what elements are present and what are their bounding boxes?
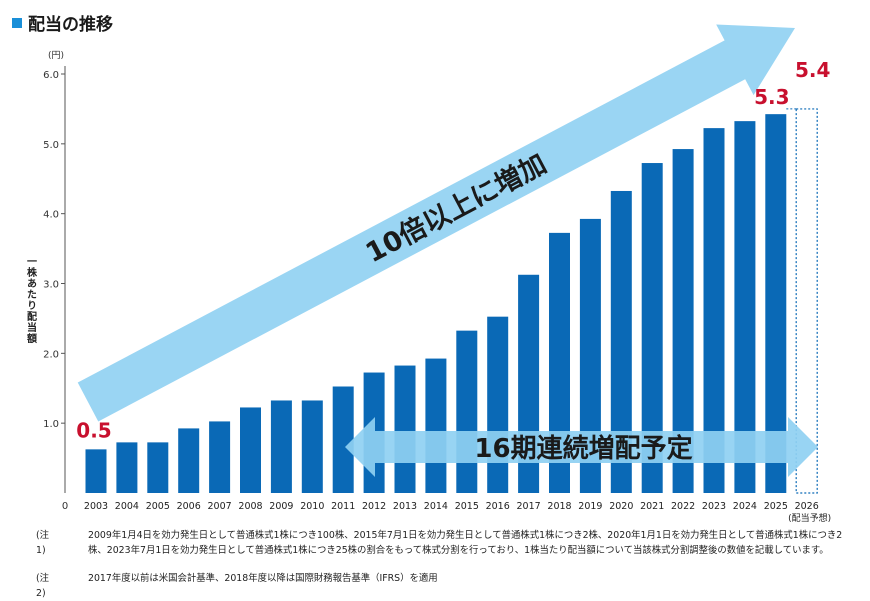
x-tick-label: 2025 xyxy=(764,501,788,512)
span-arrow-shape xyxy=(345,417,818,477)
bar xyxy=(610,190,632,494)
bar xyxy=(301,400,323,493)
y-tick-label: 5.0 xyxy=(43,140,59,151)
data-label: 0.5 xyxy=(76,418,111,442)
x-tick-label: 2018 xyxy=(547,501,571,512)
x-tick-label: 2008 xyxy=(238,501,262,512)
y-tick-label: 0 xyxy=(62,501,68,512)
x-tick-label: 2017 xyxy=(517,501,541,512)
title-marker-icon xyxy=(12,17,22,28)
x-tick-label: 2003 xyxy=(84,501,108,512)
bar xyxy=(85,449,107,493)
bar xyxy=(765,114,787,493)
x-tick-label: 2010 xyxy=(300,501,324,512)
x-tick-label: 2022 xyxy=(671,501,695,512)
page-title-text: 配当の推移 xyxy=(28,15,113,35)
bar xyxy=(549,232,570,493)
bar xyxy=(487,316,509,493)
y-tick-label: 1.0 xyxy=(43,419,59,430)
x-tick-label: 2009 xyxy=(269,501,293,512)
bar xyxy=(456,330,478,493)
forecast-bar xyxy=(795,108,818,494)
bar xyxy=(147,442,169,493)
x-tick-label: 2012 xyxy=(362,501,386,512)
page-title: 配当の推移 xyxy=(12,10,113,35)
span-arrow-label: 16期連続増配予定 xyxy=(474,433,692,464)
x-tick-label: 2016 xyxy=(486,501,510,512)
note-2-label: (注2) xyxy=(36,573,50,599)
x-tick-label: 2013 xyxy=(393,501,417,512)
bar xyxy=(734,121,756,493)
x-tick-label: 2004 xyxy=(115,501,139,512)
bar xyxy=(240,407,261,493)
bar xyxy=(209,421,231,493)
x-tick-label: 2011 xyxy=(331,501,355,512)
x-tick-label: 2020 xyxy=(609,501,633,512)
forecast-note: (配当予想) xyxy=(788,512,831,524)
bar xyxy=(394,365,416,493)
bar xyxy=(425,358,447,493)
y-tick-label: 3.0 xyxy=(43,280,59,291)
bar xyxy=(270,400,292,493)
y-tick-label: 4.0 xyxy=(43,210,59,221)
x-tick-label: 2005 xyxy=(146,501,170,512)
note-2-text: 2017年度以前は米国会計基準、2018年度以降は国際財務報告基準（IFRS）を… xyxy=(88,573,438,584)
dividend-bar-chart: 10倍以上に増加 01.02.03.04.05.06.0(円)一株あたり配当額 … xyxy=(25,24,831,524)
growth-arrow-shape xyxy=(77,24,796,422)
x-tick-label: 2014 xyxy=(424,501,448,512)
note-1-label: (注1) xyxy=(36,530,50,556)
growth-arrow-label: 10倍以上に増加 xyxy=(360,148,551,270)
y-unit-label: (円) xyxy=(48,50,64,61)
x-tick-label: 2021 xyxy=(640,501,664,512)
x-tick-label: 2026 xyxy=(795,501,819,512)
data-label: 5.3 xyxy=(754,85,789,109)
x-tick-label: 2019 xyxy=(578,501,602,512)
bar xyxy=(178,428,200,493)
y-tick-label: 2.0 xyxy=(43,349,59,360)
x-tick-label: 2015 xyxy=(455,501,479,512)
bar xyxy=(332,386,354,493)
bar xyxy=(579,218,601,493)
x-tick-label: 2023 xyxy=(702,501,726,512)
x-tick-label: 2007 xyxy=(208,501,232,512)
bar xyxy=(672,149,694,493)
data-label: 5.4 xyxy=(795,58,830,82)
bar xyxy=(703,128,725,493)
y-tick-label: 6.0 xyxy=(43,70,59,81)
note-1-text: 2009年1月4日を効力発生日として普通株式1株につき100株、2015年7月1… xyxy=(88,530,843,556)
x-tick-label: 2024 xyxy=(733,501,757,512)
bar xyxy=(641,163,663,493)
bar xyxy=(116,442,138,493)
y-axis-label: 一株あたり配当額 xyxy=(25,256,38,344)
x-tick-label: 2006 xyxy=(177,501,201,512)
